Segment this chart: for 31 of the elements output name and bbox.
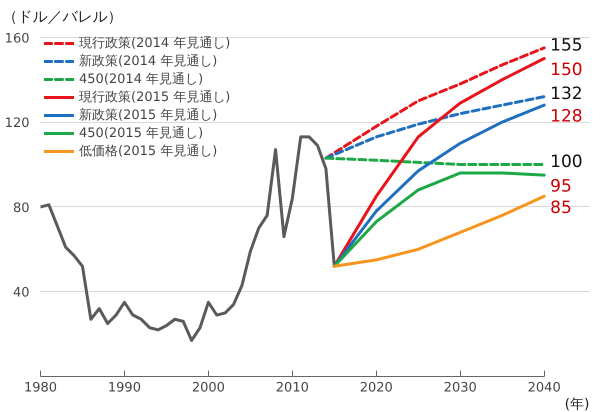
legend-label: 450(2014 年見通し) <box>79 71 204 88</box>
legend-label: 低価格(2015 年見通し) <box>79 143 218 160</box>
x-tick-label: 2020 <box>360 380 393 396</box>
x-tick-label: 2000 <box>192 380 225 396</box>
data-label: 85 <box>550 198 572 218</box>
x-axis-title: (年) <box>564 396 590 412</box>
y-tick-label: 160 <box>4 31 30 46</box>
line-series <box>324 95 546 160</box>
y-tick-label: 40 <box>12 286 30 301</box>
line-series <box>332 194 546 268</box>
legend-label: 450(2015 年見通し) <box>79 125 204 142</box>
x-tick-label: 2030 <box>444 380 477 396</box>
y-axis-title: （ドル／バレル） <box>2 8 122 26</box>
data-label: 132 <box>550 84 583 104</box>
data-label: 128 <box>550 106 583 127</box>
legend-label: 現行政策(2015 年見通し) <box>79 89 230 106</box>
x-tick-label: 2040 <box>528 380 561 396</box>
y-tick-label: 80 <box>12 200 30 216</box>
data-label: 100 <box>550 152 583 172</box>
x-tick-label: 2010 <box>276 380 309 396</box>
y-tick-label: 120 <box>4 116 30 132</box>
line-series <box>332 171 546 268</box>
x-tick-label: 1980 <box>24 380 58 396</box>
data-label: 95 <box>550 176 572 197</box>
line-series <box>324 156 546 166</box>
x-tick-label: 1990 <box>108 380 141 396</box>
data-label: 150 <box>550 60 583 80</box>
legend-label: 現行政策(2014 年見通し) <box>79 35 230 52</box>
data-label: 155 <box>550 35 583 56</box>
legend-label: 新政策(2014 年見通し) <box>79 53 218 70</box>
legend-label: 新政策(2015 年見通し) <box>79 107 218 124</box>
